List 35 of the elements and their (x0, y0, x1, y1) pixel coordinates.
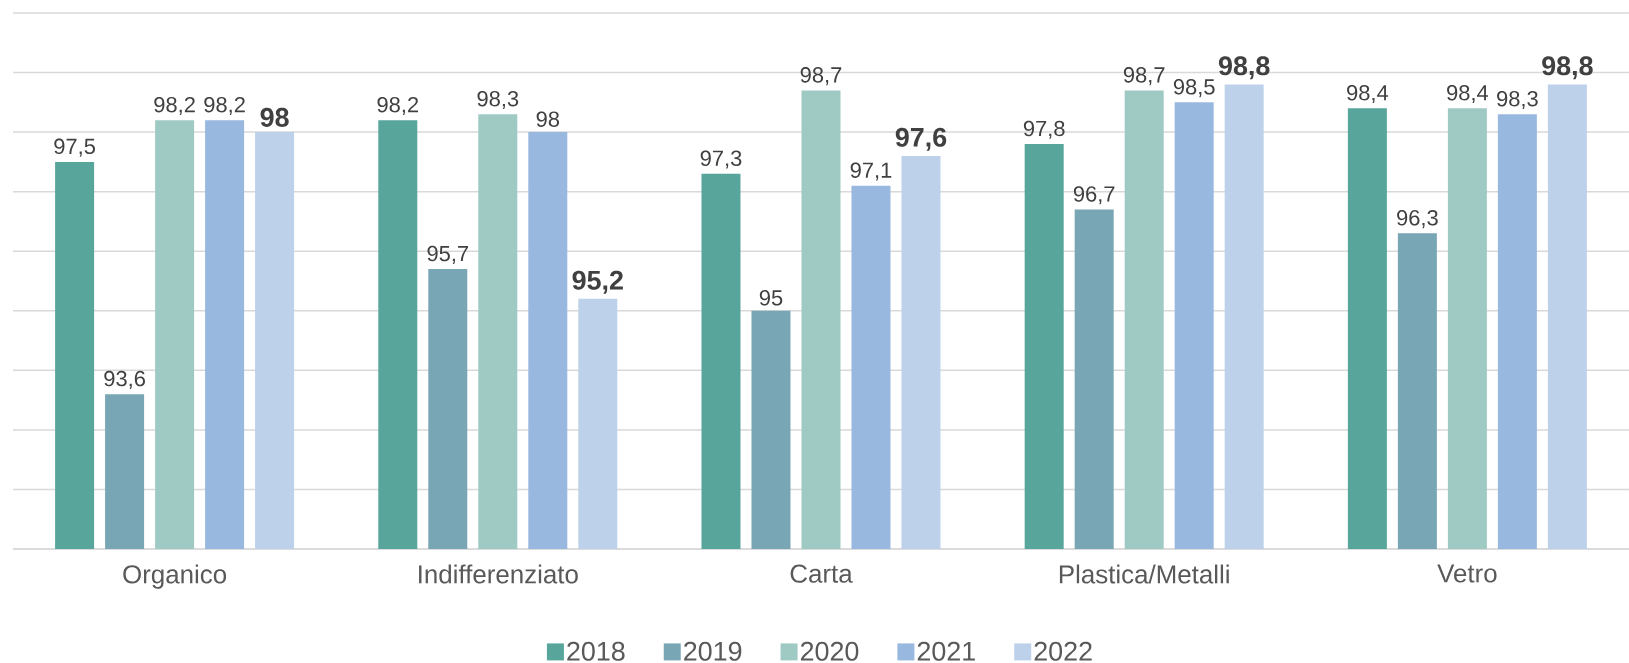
data-label: 97,6 (895, 127, 947, 151)
data-label: 97,3 (700, 150, 742, 169)
legend-label: 2021 (917, 641, 975, 661)
legend-label: 2018 (567, 641, 625, 661)
data-label: 98,5 (1173, 79, 1215, 98)
data-label: 95,7 (427, 245, 469, 264)
x-tick-label: Carta (790, 564, 853, 583)
x-tick-label: Plastica/Metalli (1059, 564, 1229, 584)
data-label: 98,2 (377, 96, 419, 115)
data-label: 98,3 (1497, 90, 1538, 110)
data-label: 98,7 (1123, 67, 1165, 86)
data-label: 98,8 (1542, 56, 1593, 80)
data-label: 98,3 (477, 90, 519, 110)
data-label: 96,7 (1073, 186, 1115, 205)
data-label: 98,4 (1447, 84, 1489, 104)
x-tick-label: Organico (123, 564, 227, 589)
data-label: 98,2 (204, 96, 245, 115)
data-label: 98,2 (154, 96, 195, 115)
data-label: 97,5 (54, 138, 95, 157)
data-label: 98,7 (800, 67, 842, 86)
legend-label: 2022 (1034, 641, 1092, 661)
data-label: 95 (759, 290, 783, 306)
x-tick-label: Indifferenziato (419, 564, 578, 584)
legend-label: 2020 (800, 641, 859, 661)
data-label: 97,8 (1023, 120, 1065, 139)
data-label: 98,8 (1218, 56, 1270, 80)
legend-label: 2019 (684, 641, 742, 661)
data-label: 98 (260, 107, 289, 127)
data-label: 98,4 (1347, 84, 1389, 104)
data-label: 96,3 (1397, 210, 1438, 229)
data-label: 97,1 (850, 162, 892, 181)
data-label: 93,6 (104, 370, 145, 389)
data-label: 95,2 (572, 270, 623, 294)
x-tick-label: Vetro (1437, 564, 1497, 583)
data-label: 98 (536, 111, 560, 127)
